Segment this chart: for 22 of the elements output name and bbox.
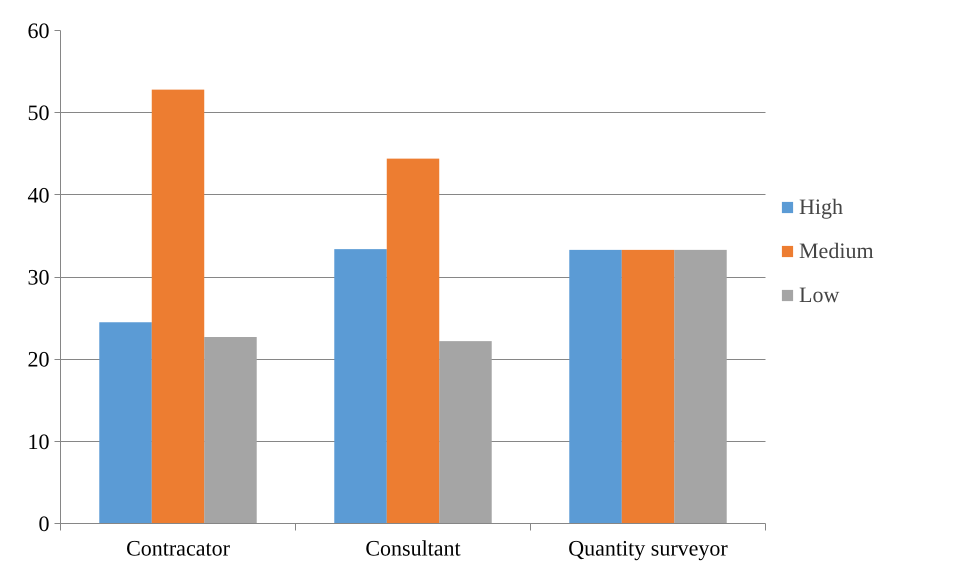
y-tick-label: 20 [28,346,50,372]
x-tick-label: Quantity surveyor [568,536,728,560]
y-tick-label: 60 [28,18,50,43]
y-tick-label: 0 [38,511,50,536]
y-tick-label: 10 [28,428,50,454]
y-tick-label: 40 [28,182,50,208]
x-tick-label: Contracator [126,536,231,560]
bar [152,90,204,524]
bar [386,158,440,524]
bar [674,250,727,524]
y-tick-label: 30 [28,264,50,290]
bar [439,341,492,524]
x-tick-label: Consultant [365,536,461,560]
legend-label: Low [799,282,840,308]
legend-label: Medium [799,238,874,264]
bar [569,250,622,524]
bar [622,250,674,524]
bar [99,322,152,524]
y-tick-label: 50 [28,100,50,126]
bar [334,249,387,524]
legend-label: High [799,194,843,220]
bar [204,336,257,524]
